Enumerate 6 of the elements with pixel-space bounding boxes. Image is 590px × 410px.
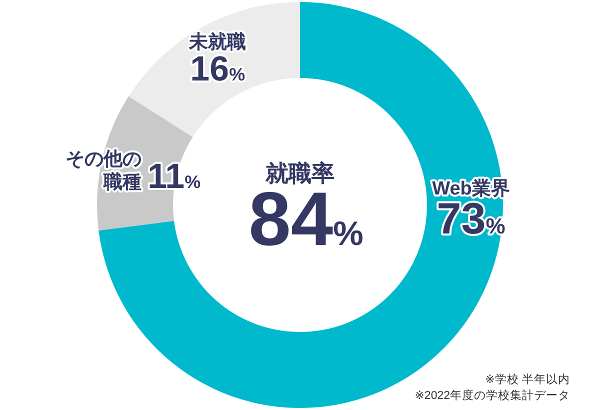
value-label: 11% xyxy=(148,157,201,196)
category-label: 職種 xyxy=(104,172,142,194)
category-label: その他の xyxy=(66,149,142,170)
category-label: 未就職 xyxy=(189,32,246,54)
note: ※2022年度の学校集計データ xyxy=(414,390,570,402)
note: ※学校 半年以内 xyxy=(485,374,570,386)
